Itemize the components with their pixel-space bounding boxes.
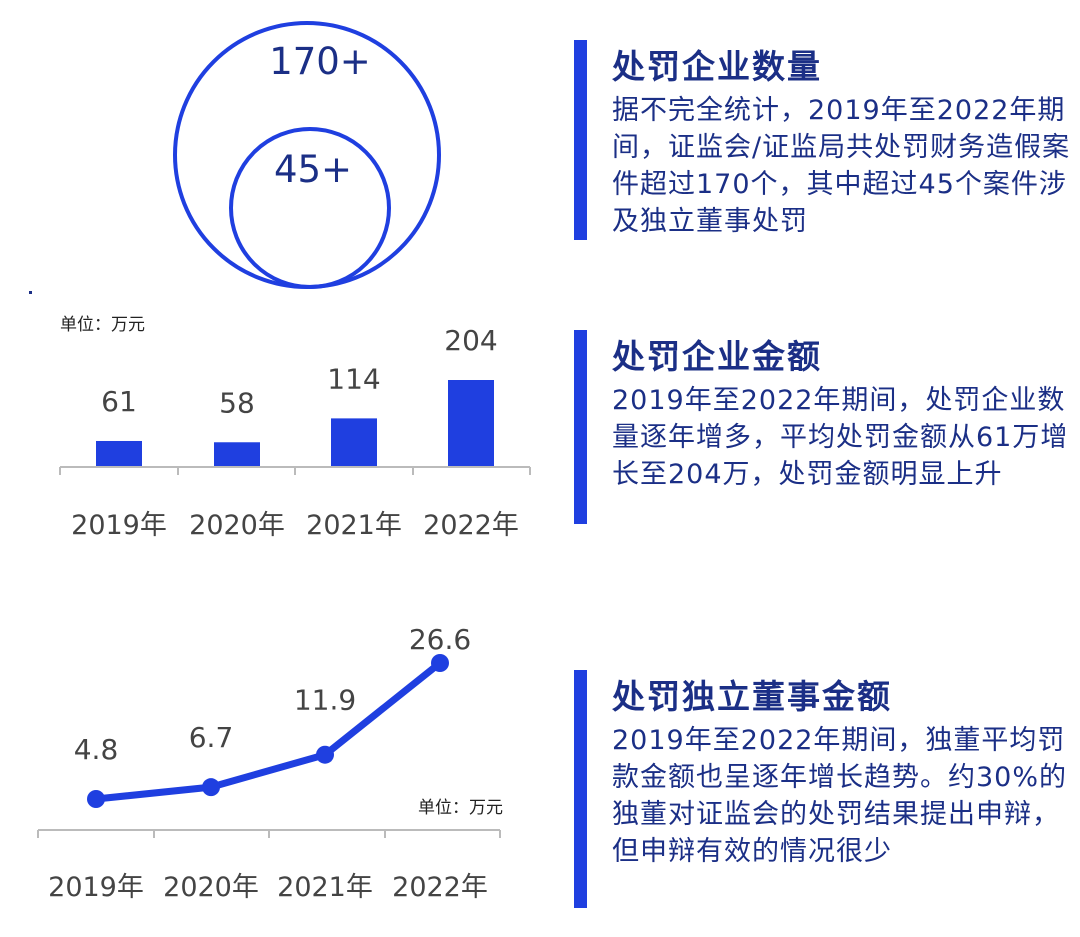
panel-accent-bar	[574, 670, 587, 908]
line-value-label: 4.8	[74, 733, 119, 766]
line-x-ticks: 2019年 2020年 2021年 2022年	[37, 830, 501, 903]
line-series	[92, 659, 444, 803]
panel-accent-bar	[574, 40, 587, 240]
line-value-label: 26.6	[409, 623, 471, 656]
line-point-2019年	[87, 790, 105, 808]
line-chart: 单位：万元 2019年 2020年 2021年 2022年 4.8 6.7 11.9 26.…	[37, 623, 503, 903]
bar-2020年	[214, 442, 260, 467]
line-x-tick-label: 2021年	[277, 872, 373, 903]
line-point-2020年	[202, 778, 220, 797]
bar-chart-unit: 单位：万元	[60, 315, 145, 335]
inner-circle	[229, 127, 391, 289]
panel-director-amount: 处罚独立董事金额 2019年至2022年期间，独董平均罚款金额也呈逐年增长趋势。…	[574, 670, 1074, 908]
panel-accent-bar	[574, 330, 587, 524]
panel-enterprise-count: 处罚企业数量 据不完全统计，2019年至2022年期间，证监会/证监局共处罚财务…	[574, 40, 1074, 240]
bar-value-label: 58	[219, 386, 255, 419]
panel-title: 处罚独立董事金额	[612, 677, 892, 716]
bar-2022年	[448, 380, 494, 467]
bar-2019年	[96, 440, 142, 467]
bar-series: 61 58 114 204	[96, 324, 498, 467]
panel-body: 2019年至2022年期间，独董平均罚款金额也呈逐年增长趋势。约30%的独董对证…	[612, 725, 1068, 867]
outer-circle-label: 170+	[269, 40, 371, 83]
panel-enterprise-amount: 处罚企业金额 2019年至2022年期间，处罚企业数量逐年增多，平均处罚金额从6…	[574, 330, 1074, 524]
dot-marker	[29, 291, 32, 294]
bar-value-label: 114	[327, 362, 380, 395]
line-point-2022年	[431, 654, 449, 672]
panel-body: 据不完全统计，2019年至2022年期间，证监会/证监局共处罚财务造假案件超过1…	[612, 95, 1071, 237]
line-points: 4.8 6.7 11.9 26.6	[74, 623, 471, 808]
panel-title: 处罚企业金额	[612, 337, 822, 376]
line-value-label: 6.7	[189, 721, 234, 754]
bar-x-tick-label: 2020年	[189, 510, 285, 541]
inner-circle-label: 45+	[274, 148, 352, 191]
panel-title: 处罚企业数量	[612, 47, 822, 86]
bar-value-label: 204	[444, 324, 497, 357]
bar-2021年	[331, 418, 377, 467]
bar-x-tick-label: 2022年	[423, 510, 519, 541]
line-x-tick-label: 2022年	[392, 872, 488, 903]
line-x-tick-label: 2020年	[163, 872, 259, 903]
line-value-label: 11.9	[294, 684, 356, 717]
bar-chart: 单位：万元 61 58 114 204 2019年 2020年 2021年 2022年	[59, 315, 531, 541]
line-point-2021年	[316, 745, 334, 764]
panel-body: 2019年至2022年期间，处罚企业数量逐年增多，平均处罚金额从61万增长至20…	[612, 385, 1069, 490]
bar-x-tick-label: 2019年	[71, 510, 167, 541]
bar-value-label: 61	[101, 385, 137, 418]
line-x-tick-label: 2019年	[48, 872, 144, 903]
bar-x-ticks: 2019年 2020年 2021年 2022年	[59, 467, 531, 541]
bar-x-tick-label: 2021年	[306, 510, 402, 541]
line-chart-unit: 单位：万元	[418, 798, 503, 818]
